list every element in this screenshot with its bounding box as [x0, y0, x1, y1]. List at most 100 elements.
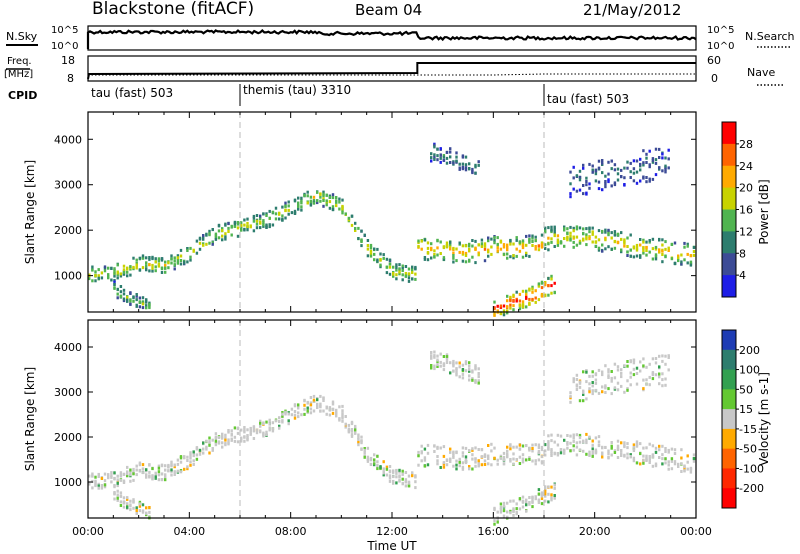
echo-cell — [667, 368, 670, 372]
echo-cell — [417, 463, 420, 467]
echo-cell — [591, 226, 594, 230]
echo-cell — [240, 228, 243, 232]
echo-cell — [490, 449, 493, 453]
echo-cell — [601, 390, 604, 394]
echo-cell — [179, 470, 183, 474]
echo-cell — [515, 247, 518, 251]
echo-cell — [366, 254, 370, 258]
echo-cell — [477, 448, 480, 451]
echo-cell — [135, 464, 138, 468]
echo-cell — [449, 244, 452, 248]
echo-cell — [547, 446, 550, 450]
echo-cell — [458, 250, 461, 254]
freq-label-line2: [MHz] — [4, 69, 33, 80]
echo-cell — [388, 470, 392, 474]
echo-cell — [335, 199, 338, 203]
echo-cell — [493, 238, 496, 242]
echo-cell — [521, 305, 525, 309]
echo-cell — [129, 508, 132, 512]
echo-cell — [145, 468, 148, 472]
echo-cell — [395, 471, 398, 475]
echo-cell — [680, 262, 683, 266]
echo-cell — [464, 369, 468, 373]
echo-cell — [376, 464, 379, 467]
echo-cell — [335, 204, 338, 208]
echo-cell — [395, 475, 398, 479]
echo-cell — [610, 231, 613, 235]
echo-cell — [528, 234, 531, 238]
echo-cell — [556, 443, 560, 447]
echo-cell — [382, 256, 385, 260]
echo-cell — [645, 457, 648, 461]
echo-cell — [556, 241, 560, 244]
echo-cell — [537, 284, 541, 288]
echo-cell — [214, 232, 218, 236]
echo-cell — [506, 449, 509, 453]
echo-cell — [550, 274, 553, 278]
echo-cell — [449, 447, 452, 451]
echo-cell — [376, 454, 379, 458]
echo-cell — [664, 164, 667, 168]
echo-cell — [398, 263, 401, 267]
echo-cell — [236, 426, 240, 430]
echo-cell — [379, 265, 382, 269]
echo-cell — [556, 433, 560, 437]
colorbar-tick-label: 12 — [739, 225, 753, 238]
echo-cell — [141, 266, 145, 270]
echo-cell — [553, 451, 556, 455]
echo-cell — [692, 246, 696, 249]
echo-cell — [540, 243, 544, 247]
echo-cell — [376, 460, 379, 464]
echo-cell — [566, 231, 569, 235]
echo-cell — [312, 199, 316, 202]
echo-cell — [116, 273, 119, 277]
echo-cell — [274, 419, 278, 423]
echo-cell — [132, 498, 135, 502]
echo-cell — [138, 300, 142, 304]
echo-cell — [550, 452, 553, 455]
echo-cell — [658, 372, 661, 376]
echo-cell — [547, 444, 550, 448]
echo-cell — [474, 261, 477, 265]
echo-cell — [658, 375, 661, 379]
echo-cell — [521, 495, 525, 499]
echo-cell — [528, 302, 531, 306]
echo-cell — [544, 499, 547, 503]
echo-cell — [122, 272, 126, 276]
echo-cell — [116, 484, 119, 488]
echo-cell — [385, 257, 389, 261]
echo-cell — [521, 500, 525, 504]
echo-cell — [563, 448, 566, 452]
echo-cell — [278, 424, 281, 428]
echo-cell — [154, 269, 157, 273]
echo-cell — [490, 463, 493, 467]
echo-cell — [430, 356, 433, 360]
echo-cell — [306, 190, 309, 194]
echo-cell — [512, 308, 515, 312]
echo-cell — [604, 180, 607, 183]
echo-cell — [645, 246, 648, 250]
echo-cell — [442, 454, 446, 458]
echo-cell — [572, 444, 575, 448]
echo-cell — [322, 194, 325, 198]
echo-cell — [626, 446, 629, 450]
echo-cell — [246, 217, 249, 221]
echo-cell — [670, 257, 674, 261]
echo-cell — [487, 457, 490, 460]
echo-cell — [430, 242, 433, 246]
echo-cell — [601, 455, 604, 459]
echo-cell — [566, 446, 569, 450]
echo-cell — [306, 406, 309, 410]
echo-cell — [221, 432, 224, 436]
echo-cell — [214, 234, 218, 238]
echo-cell — [496, 309, 499, 313]
echo-cell — [601, 452, 604, 456]
echo-cell — [575, 388, 579, 391]
echo-cell — [664, 354, 667, 358]
echo-cell — [474, 379, 477, 383]
echo-cell — [550, 277, 553, 281]
echo-cell — [667, 463, 670, 467]
echo-cell — [113, 484, 116, 487]
echo-cell — [635, 442, 639, 446]
